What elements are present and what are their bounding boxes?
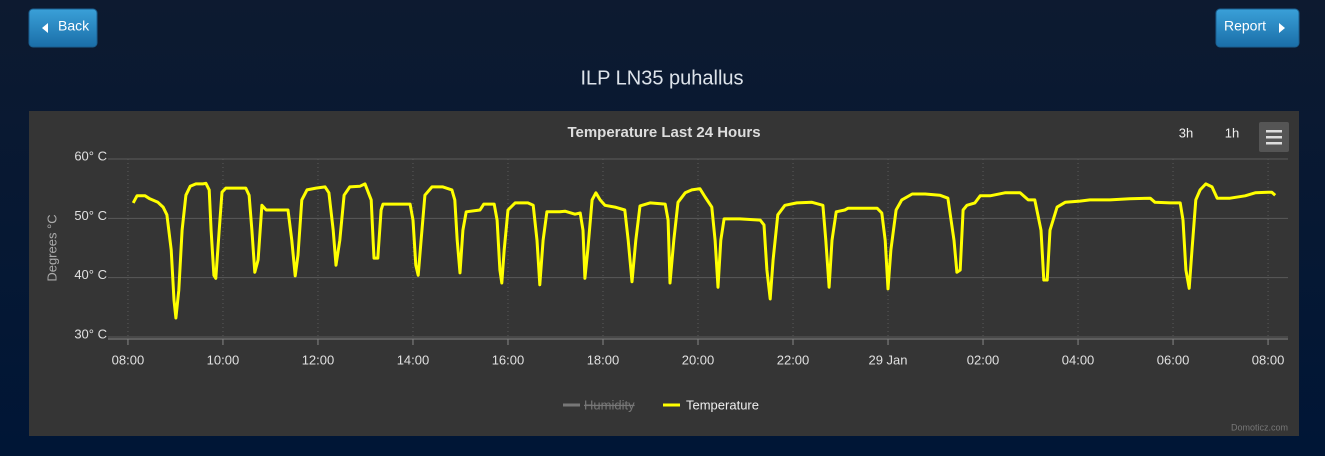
y-tick-label: 40° C — [74, 267, 107, 282]
x-tick-label: 10:00 — [207, 352, 240, 367]
report-label[interactable]: Report — [1224, 18, 1266, 34]
zoom-button[interactable]: 3h — [1179, 125, 1193, 140]
legend-label[interactable]: Temperature — [686, 397, 759, 412]
back-button[interactable]: Back — [28, 8, 98, 48]
x-tick-label: 02:00 — [967, 352, 1000, 367]
x-tick-label: 12:00 — [302, 352, 335, 367]
x-tick-label: 16:00 — [492, 352, 525, 367]
credit: Domoticz.com — [1231, 422, 1288, 432]
x-tick-label: 08:00 — [112, 352, 145, 367]
x-tick-label: 18:00 — [587, 352, 620, 367]
line-series — [131, 181, 1277, 320]
chart-title: Temperature Last 24 Hours — [567, 124, 760, 141]
y-axis-label: Degrees °C — [44, 214, 59, 281]
x-tick-label: 20:00 — [682, 352, 715, 367]
back-label[interactable]: Back — [58, 18, 90, 34]
x-tick-label: 14:00 — [397, 352, 430, 367]
y-tick-label: 50° C — [74, 208, 107, 223]
x-tick-label: 22:00 — [777, 352, 810, 367]
x-tick-label: 08:00 — [1252, 352, 1285, 367]
x-tick-label: 29 Jan — [868, 352, 907, 367]
y-tick-label: 30° C — [74, 326, 107, 341]
legend-label[interactable]: Humidity — [584, 397, 635, 412]
chart-panel — [29, 111, 1299, 436]
x-tick-label: 06:00 — [1157, 352, 1190, 367]
zoom-button[interactable]: 1h — [1225, 125, 1239, 140]
y-tick-label: 60° C — [74, 148, 107, 163]
page-title: ILP LN35 puhallus — [580, 67, 743, 89]
x-tick-label: 04:00 — [1062, 352, 1095, 367]
report-button[interactable]: Report — [1215, 8, 1300, 48]
menu-button[interactable] — [1259, 122, 1289, 152]
